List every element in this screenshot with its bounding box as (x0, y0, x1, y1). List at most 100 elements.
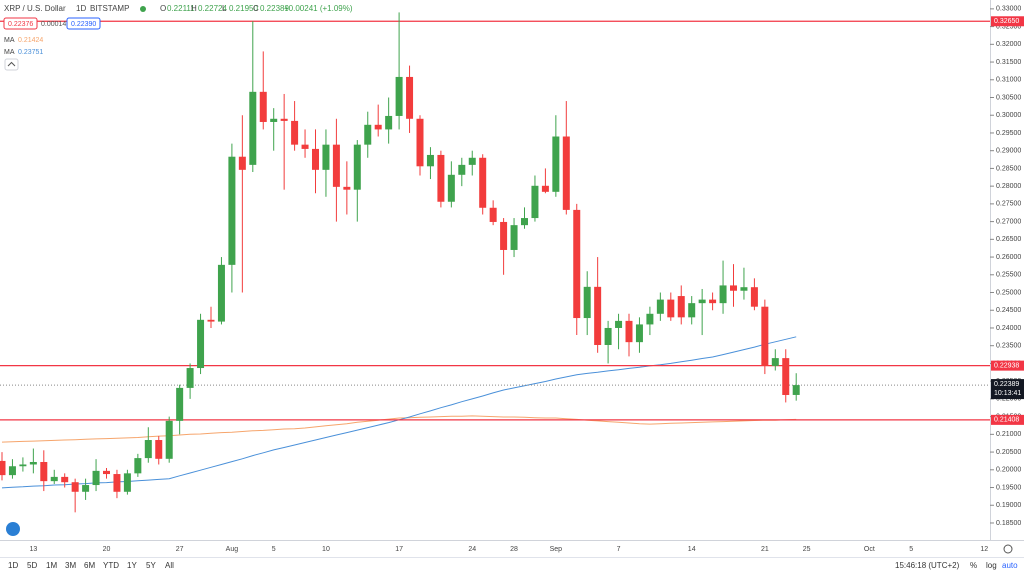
candle-body (322, 144, 330, 170)
y-tick-label: 0.29000 (996, 148, 1021, 155)
countdown: 10:13:41 (994, 390, 1021, 397)
candle-body (61, 476, 69, 483)
candle-body (207, 319, 215, 322)
y-tick-label: 0.33000 (996, 6, 1021, 13)
y-tick-label: 0.27000 (996, 218, 1021, 225)
scale-option[interactable]: auto (1002, 561, 1018, 570)
candle-body (646, 313, 654, 325)
ma-name: MA (4, 49, 15, 56)
candle-body (594, 286, 602, 345)
candle-body (395, 76, 403, 116)
candle-body (385, 115, 393, 130)
range-button[interactable]: 1D (8, 561, 18, 570)
candle-body (0, 460, 6, 476)
candle-body (8, 466, 16, 476)
candle-body (50, 476, 58, 482)
last-price-box (991, 379, 1024, 400)
symbol: XRP / U.S. Dollar (4, 4, 66, 13)
candle-body (103, 470, 110, 475)
y-tick-label: 0.31000 (996, 77, 1021, 84)
candle-body (29, 461, 37, 465)
x-tick-label: 24 (468, 546, 476, 553)
candle-body (332, 144, 340, 187)
scale-option[interactable]: log (986, 561, 997, 570)
ohlc-value: 0.22389 (260, 4, 289, 13)
candle-body (625, 320, 633, 343)
bid: 0.22376 (8, 21, 33, 28)
candle-body (604, 327, 612, 345)
y-tick-label: 0.20500 (996, 449, 1021, 456)
range-button[interactable]: 1Y (127, 561, 137, 570)
price-label-box (991, 414, 1024, 425)
range-button[interactable]: 3M (65, 561, 76, 570)
candle-body (447, 174, 455, 202)
ma-value: 0.23751 (18, 49, 43, 56)
y-tick-label: 0.31500 (996, 59, 1021, 66)
x-tick-label: 28 (510, 546, 518, 553)
y-tick-label: 0.19500 (996, 484, 1021, 491)
clock: 15:46:18 (UTC+2) (895, 561, 960, 570)
y-tick-label: 0.29500 (996, 130, 1021, 137)
y-tick-label: 0.30000 (996, 112, 1021, 119)
range-button[interactable]: All (165, 561, 174, 570)
range-button[interactable]: 5Y (146, 561, 156, 570)
candle-body (615, 320, 623, 328)
x-tick-label: 13 (29, 546, 37, 553)
candle-body (134, 458, 142, 474)
candle-body (750, 287, 758, 307)
candle-body (123, 473, 131, 492)
y-tick-label: 0.25500 (996, 272, 1021, 279)
status-dot (140, 6, 146, 12)
y-tick-label: 0.25000 (996, 289, 1021, 296)
candle-body (437, 154, 445, 202)
y-tick-label: 0.32000 (996, 41, 1021, 48)
ohlc-key: O (160, 4, 166, 13)
ask-box[interactable] (66, 17, 101, 30)
candle-body (176, 387, 184, 421)
candle-body (730, 285, 737, 291)
candle-body (510, 225, 518, 250)
candle-body (458, 164, 466, 175)
candle-body (280, 118, 288, 121)
y-tick-label: 0.19000 (996, 502, 1021, 509)
ohlc-key: L (222, 4, 227, 13)
candle-body (792, 385, 800, 395)
ma-name: MA (4, 37, 15, 44)
candle-body (500, 221, 508, 250)
logo-icon (6, 522, 20, 536)
range-button[interactable]: YTD (103, 561, 119, 570)
ask: 0.22390 (71, 21, 96, 28)
range-button[interactable]: 6M (84, 561, 95, 570)
range-button[interactable]: 1M (46, 561, 57, 570)
candle-body (353, 144, 361, 190)
collapse-icon (7, 61, 16, 67)
ma-value: 0.21424 (18, 37, 43, 44)
range-button[interactable]: 5D (27, 561, 37, 570)
candle-body (709, 299, 717, 304)
candle-body (374, 124, 382, 130)
y-tick-label: 0.23500 (996, 343, 1021, 350)
last-price-label: 0.22389 (994, 381, 1019, 388)
settings-icon[interactable] (1003, 544, 1013, 554)
candle-body (719, 285, 727, 304)
bid-box[interactable] (3, 17, 38, 30)
candle-body (82, 485, 90, 492)
candle-body (677, 296, 685, 318)
collapse-button[interactable] (4, 58, 19, 71)
ohlc-key: C (253, 4, 259, 13)
change: +0.00241 (+1.09%) (284, 4, 353, 13)
x-tick-label: 5 (272, 546, 276, 553)
candle-body (92, 470, 100, 486)
candle-body (667, 299, 675, 318)
scale-option[interactable]: % (970, 561, 977, 570)
x-tick-label: 20 (103, 546, 111, 553)
x-tick-label: 12 (980, 546, 988, 553)
candle-body (521, 218, 528, 226)
x-tick-label: Oct (864, 546, 875, 553)
x-tick-label: Aug (226, 546, 239, 553)
candle-body (782, 358, 790, 395)
